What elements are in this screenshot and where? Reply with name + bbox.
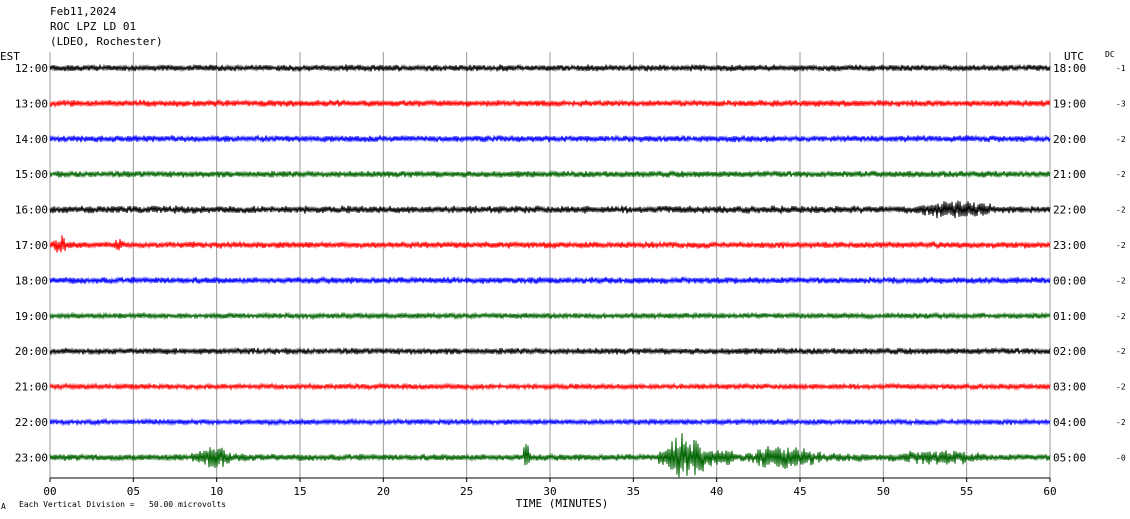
utc-hour-label: 05:00 (1053, 451, 1086, 464)
est-hour-label: 15:00 (15, 168, 48, 181)
trace-2000 (49, 346, 1051, 356)
x-tick-label: 25 (460, 485, 473, 498)
x-tick-label: 15 (293, 485, 306, 498)
x-tick-label: 40 (710, 485, 723, 498)
dc-offset-label: -1 (1116, 64, 1126, 73)
est-hour-label: 21:00 (15, 381, 48, 394)
est-hour-label: 18:00 (15, 274, 48, 287)
dc-offset-label: -2 (1116, 383, 1126, 392)
trace-2100 (49, 381, 1051, 392)
est-hour-label: 19:00 (15, 310, 48, 323)
header-station: ROC LPZ LD 01 (50, 20, 136, 33)
utc-label: UTC (1064, 50, 1084, 63)
utc-hour-label: 00:00 (1053, 274, 1086, 287)
dc-offset-label: -3 (1116, 99, 1126, 108)
utc-hour-label: 20:00 (1053, 133, 1086, 146)
utc-hour-label: 02:00 (1053, 345, 1086, 358)
dc-offset-label: -2 (1116, 418, 1126, 427)
trace-1200 (49, 63, 1051, 73)
est-label: EST (0, 50, 20, 63)
footer-mark: A (1, 502, 6, 511)
x-tick-label: 35 (627, 485, 640, 498)
x-tick-label: 05 (127, 485, 140, 498)
utc-hour-label: 19:00 (1053, 97, 1086, 110)
est-hour-label: 22:00 (15, 416, 48, 429)
trace-1900 (49, 311, 1051, 321)
header-network: (LDEO, Rochester) (50, 35, 163, 48)
x-tick-label: 20 (377, 485, 390, 498)
utc-hour-label: 21:00 (1053, 168, 1086, 181)
x-tick-label: 60 (1043, 485, 1056, 498)
dc-offset-label: -2 (1116, 312, 1126, 321)
trace-1400 (49, 134, 1051, 144)
dc-offset-label: -2 (1116, 206, 1126, 215)
dc-offset-label: -2 (1116, 135, 1126, 144)
trace-1300 (49, 98, 1051, 109)
utc-hour-label: 03:00 (1053, 381, 1086, 394)
utc-hour-label: 22:00 (1053, 204, 1086, 217)
est-hour-label: 20:00 (15, 345, 48, 358)
trace-1600 (49, 200, 1051, 219)
x-tick-label: 10 (210, 485, 223, 498)
x-axis-title: TIME (MINUTES) (516, 497, 609, 510)
x-tick-label: 50 (877, 485, 890, 498)
header-date: Feb11,2024 (50, 5, 117, 18)
trace-1500 (49, 169, 1051, 179)
est-hour-label: 23:00 (15, 451, 48, 464)
est-hour-label: 13:00 (15, 97, 48, 110)
dc-offset-label: -2 (1116, 347, 1126, 356)
est-hour-label: 14:00 (15, 133, 48, 146)
utc-hour-label: 23:00 (1053, 239, 1086, 252)
utc-hour-label: 04:00 (1053, 416, 1086, 429)
dc-offset-label: -2 (1116, 170, 1126, 179)
x-axis: 00 05 10 15 20 25 30 35 40 45 50 55 60 (43, 478, 1057, 498)
footer-note: Each Vertical Division = 50.00 microvolt… (19, 500, 226, 509)
x-tick-label: 45 (793, 485, 806, 498)
dc-offset-label: -0 (1116, 453, 1126, 462)
x-tick-label: 55 (960, 485, 973, 498)
trace-2300 (49, 433, 1051, 478)
dc-offset-label: -2 (1116, 241, 1126, 250)
row-labels: 12:00 18:00 -1 13:00 19:00 -3 14:00 20:00 -2 15:0… (15, 62, 1126, 464)
trace-1700 (49, 235, 1051, 253)
traces (49, 63, 1051, 478)
grid (49, 52, 1051, 479)
trace-2200 (49, 417, 1051, 427)
est-hour-label: 12:00 (15, 62, 48, 75)
est-hour-label: 16:00 (15, 204, 48, 217)
trace-1800 (49, 275, 1051, 285)
dc-offset-label: -2 (1116, 276, 1126, 285)
x-tick-label: 30 (543, 485, 556, 498)
est-hour-label: 17:00 (15, 239, 48, 252)
utc-hour-label: 01:00 (1053, 310, 1086, 323)
x-tick-label: 00 (43, 485, 56, 498)
dc-label: DC (1105, 50, 1115, 59)
utc-hour-label: 18:00 (1053, 62, 1086, 75)
